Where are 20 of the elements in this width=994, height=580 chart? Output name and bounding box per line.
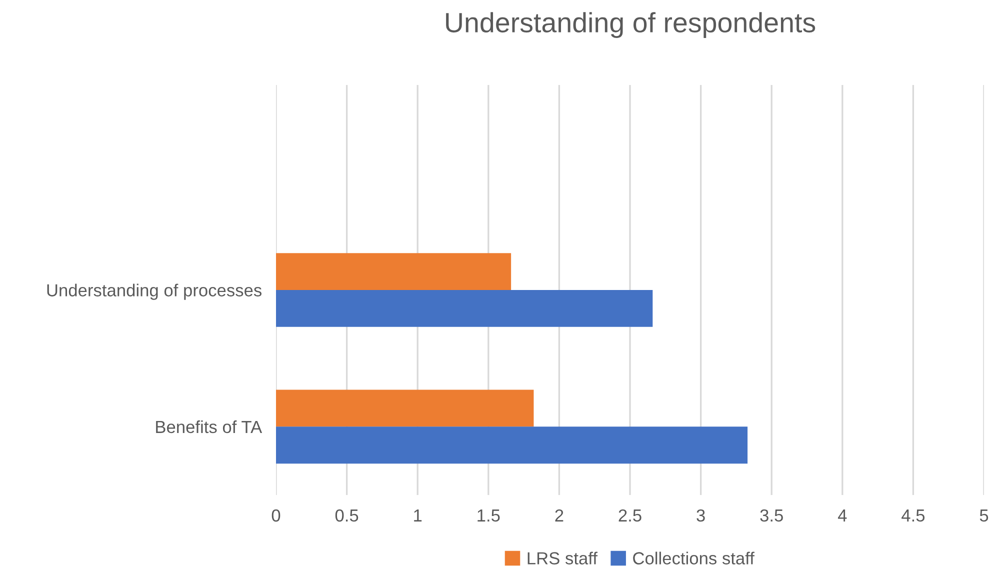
x-tick-label: 2 bbox=[555, 509, 564, 522]
legend-label: LRS staff bbox=[528, 552, 598, 564]
y-tick-label: Benefits of TA bbox=[156, 420, 262, 434]
y-tick-label: Understanding of processes bbox=[47, 284, 262, 300]
x-tick-label: 0 bbox=[272, 509, 280, 522]
legend-label: Collections staff bbox=[633, 552, 754, 564]
x-tick-label: 3.5 bbox=[760, 509, 783, 522]
x-tick-label: 3 bbox=[696, 509, 705, 522]
x-tick-label: 1.5 bbox=[478, 510, 500, 522]
bar bbox=[276, 426, 748, 464]
chart-title: Understanding of respondents bbox=[446, 12, 816, 38]
x-tick-label: 1 bbox=[414, 510, 422, 522]
x-tick-label: 4.5 bbox=[902, 510, 925, 522]
bar bbox=[276, 390, 534, 427]
x-tick-label: 0.5 bbox=[335, 509, 358, 522]
x-tick-label: 2.5 bbox=[618, 509, 642, 522]
x-tick-label: 4 bbox=[838, 510, 847, 522]
bar bbox=[276, 290, 653, 327]
x-tick-label: 5 bbox=[980, 510, 988, 522]
bar bbox=[276, 253, 512, 290]
